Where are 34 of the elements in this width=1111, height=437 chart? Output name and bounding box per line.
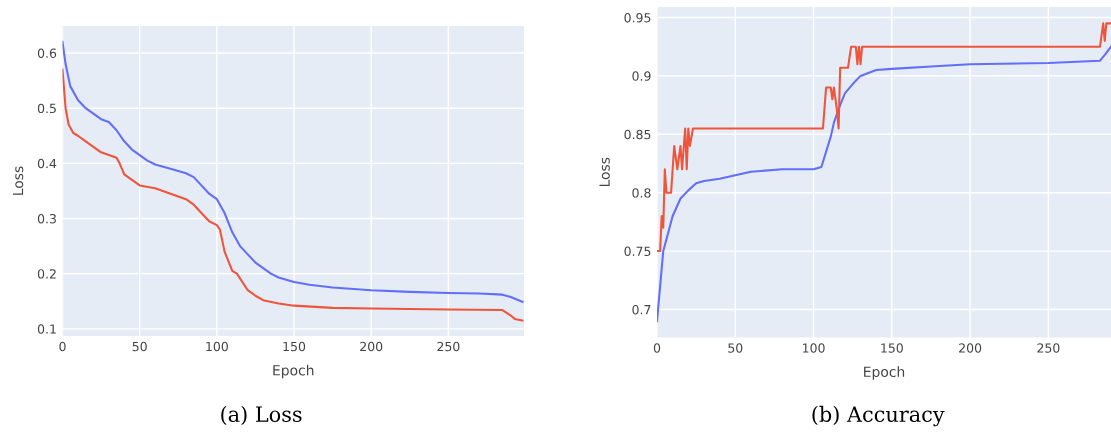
y-tick-label: 0.7 xyxy=(632,304,651,315)
x-tick-label: 200 xyxy=(959,343,982,353)
y-tick-label: 0.3 xyxy=(37,213,56,224)
y-axis-title: Loss xyxy=(599,157,610,187)
y-axis-title: Loss xyxy=(12,166,24,195)
y-tick-label: 0.6 xyxy=(37,48,57,58)
x-axis-title: Epoch xyxy=(273,364,314,379)
y-tick-label: 0.4 xyxy=(37,158,57,169)
x-tick-label: 100 xyxy=(803,343,825,353)
text: (a) Loss xyxy=(221,405,302,425)
text: (b) Accuracy xyxy=(812,405,945,427)
x-tick-label: 100 xyxy=(206,341,228,352)
y-tick-label: 0.1 xyxy=(37,324,56,334)
x-axis-title: Epoch xyxy=(864,366,905,380)
x-tick-label: 250 xyxy=(1037,343,1060,353)
y-tick-label: 0.9 xyxy=(632,71,651,81)
x-tick-label: 0 xyxy=(59,341,66,352)
x-tick-label: 50 xyxy=(132,341,147,352)
line-series xyxy=(62,68,524,322)
line-series xyxy=(657,22,1111,253)
y-tick-label: 0.95 xyxy=(624,12,651,23)
x-tick-label: 200 xyxy=(360,341,383,352)
x-tick-label: 150 xyxy=(881,343,903,353)
x-tick-label: 50 xyxy=(728,343,743,353)
y-tick-label: 0.2 xyxy=(37,269,56,279)
x-tick-label: 150 xyxy=(283,341,306,352)
line-series xyxy=(62,40,524,303)
y-tick-label: 0.85 xyxy=(624,129,651,140)
x-tick-label: 250 xyxy=(437,341,460,352)
y-tick-label: 0.8 xyxy=(632,188,651,198)
x-tick-label: 0 xyxy=(653,343,661,353)
y-tick-label: 0.5 xyxy=(37,103,56,114)
y-tick-label: 0.75 xyxy=(624,246,651,257)
line-series xyxy=(657,45,1111,323)
